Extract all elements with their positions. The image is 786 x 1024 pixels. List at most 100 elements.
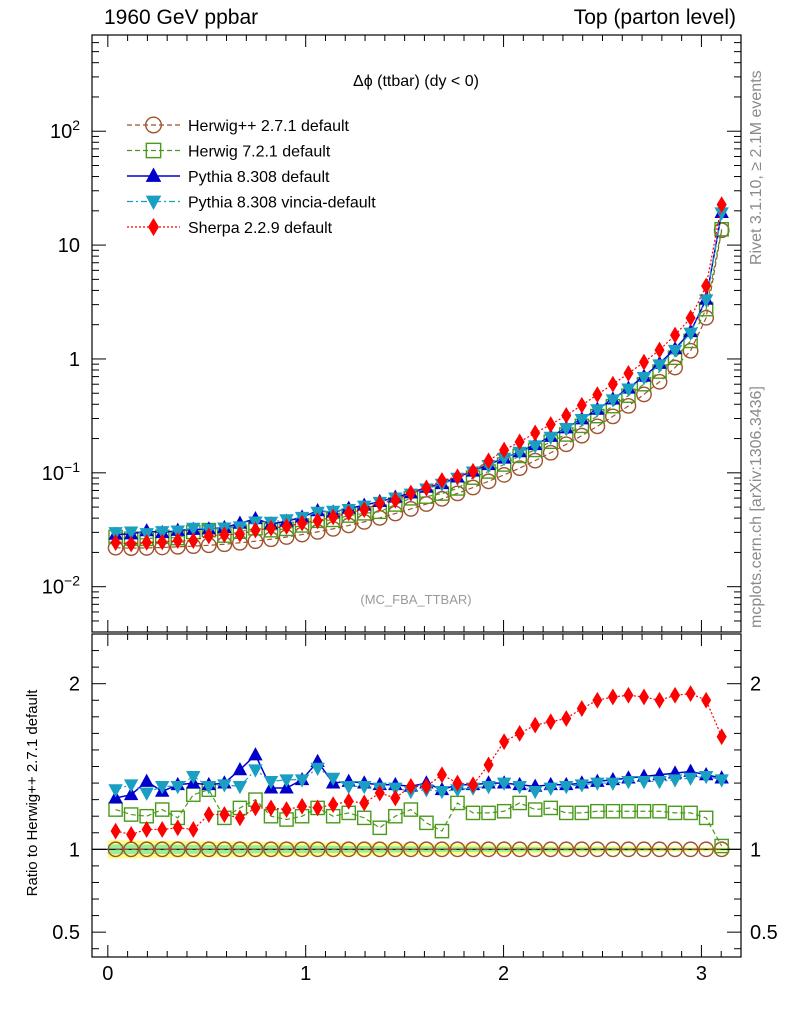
ratio-series-point-4 — [108, 784, 123, 798]
ratio-series-point-1 — [636, 841, 652, 858]
ratio-series-point-4 — [201, 780, 217, 795]
ratio-series-point-2 — [496, 803, 512, 819]
main-series-point-4 — [155, 526, 170, 540]
main-series-point-4 — [714, 207, 729, 221]
main-series-layer — [107, 196, 730, 557]
ratio-series-point-1 — [107, 841, 124, 858]
ratio-series-point-5 — [390, 789, 401, 807]
main-series-point-5 — [297, 514, 308, 532]
ratio-series-point-1 — [698, 841, 715, 858]
ratio-series-point-5 — [607, 688, 618, 706]
ratio-series-point-1 — [387, 841, 404, 858]
main-series-point-4 — [186, 522, 201, 536]
x-tick-label: 3 — [696, 963, 707, 985]
main-series-point-1 — [636, 386, 652, 403]
main-series-point-4 — [683, 327, 698, 341]
ratio-series-point-4 — [310, 762, 325, 776]
ratio-series-point-1 — [604, 841, 621, 858]
ratio-series-point-1 — [169, 841, 186, 858]
main-series-point-5 — [716, 196, 727, 213]
ratio-series-point-5 — [359, 794, 370, 812]
ratio-y-tick-label: 1 — [69, 839, 80, 861]
main-series-point-1 — [542, 444, 559, 461]
x-tick-label: 1 — [300, 963, 311, 985]
mcplots-credit-label: mcplots.cern.ch [arXiv:1306.3436] — [748, 386, 765, 628]
main-series-point-5 — [685, 309, 696, 327]
main-series-point-5 — [157, 533, 168, 551]
ratio-series-point-4 — [123, 779, 139, 793]
main-series-point-5 — [390, 491, 401, 509]
ratio-series-point-1 — [325, 841, 342, 858]
main-series-point-5 — [188, 532, 199, 549]
ratio-series-point-5 — [265, 799, 277, 817]
main-series-point-4 — [559, 422, 574, 437]
ratio-y-tick-label-right: 0.5 — [750, 922, 778, 944]
legend-label-3: Pythia 8.308 default — [188, 169, 330, 186]
ratio-series-point-5 — [623, 686, 634, 704]
legend-marker-1 — [144, 116, 162, 134]
ratio-series-point-4 — [621, 776, 636, 790]
main-series-point-4 — [496, 452, 512, 467]
ratio-series-point-1 — [138, 841, 155, 858]
main-series-point-5 — [312, 512, 323, 530]
ratio-series-point-4 — [574, 779, 590, 793]
ratio-series-point-1 — [232, 841, 248, 858]
ratio-series-point-1 — [682, 841, 699, 858]
ratio-series-point-5 — [110, 822, 121, 840]
ratio-series-point-2 — [652, 803, 667, 819]
ratio-series-point-5 — [483, 756, 494, 774]
main-series-point-5 — [328, 508, 339, 526]
energy-label: 1960 GeV ppbar — [104, 6, 259, 29]
analysis-watermark: (MC_FBA_TTBAR) — [360, 592, 471, 607]
ratio-series-point-1 — [200, 841, 217, 858]
ratio-series-point-1 — [356, 841, 373, 858]
x-tick-label: 0 — [102, 963, 113, 985]
ratio-series-point-2 — [683, 805, 698, 821]
main-series-point-5 — [654, 341, 665, 359]
ratio-series-point-2 — [714, 838, 729, 854]
main-series-point-4 — [527, 440, 543, 454]
ratio-series-point-5 — [374, 784, 385, 802]
ratio-series-point-1 — [216, 841, 233, 858]
ratio-series-point-4 — [496, 777, 512, 791]
ratio-series-point-4 — [527, 785, 543, 800]
ratio-series-point-4 — [341, 780, 356, 795]
ratio-series-point-2 — [186, 787, 201, 802]
ratio-series-point-5 — [561, 710, 572, 727]
ratio-series-point-5 — [452, 774, 463, 792]
ratio-series-point-1 — [402, 841, 419, 858]
ratio-series-point-5 — [436, 766, 447, 784]
main-y-tick-label: 10−2 — [42, 573, 80, 599]
ratio-series-point-4 — [559, 780, 574, 795]
ratio-series-point-2 — [372, 820, 388, 836]
main-y-tick-label: 1 — [69, 349, 80, 371]
ratio-series-point-5 — [126, 826, 137, 843]
ratio-series-point-3 — [248, 747, 263, 761]
ratio-series-point-5 — [219, 806, 230, 823]
main-series-point-1 — [558, 436, 575, 453]
main-series-point-5 — [576, 396, 587, 414]
ratio-series-point-1 — [309, 841, 326, 858]
main-series-point-5 — [172, 532, 183, 549]
legend-marker-2 — [145, 142, 162, 159]
ratio-series-line-2 — [115, 788, 723, 847]
ratio-series-point-2 — [698, 810, 714, 826]
ratio-series-point-2 — [108, 802, 123, 817]
ratio-series-point-2 — [512, 795, 527, 811]
ratio-series-point-4 — [636, 776, 652, 790]
ratio-series-point-5 — [312, 799, 323, 817]
ratio-series-point-2 — [434, 823, 450, 839]
main-series-point-5 — [281, 518, 292, 535]
main-series-line-5 — [115, 204, 723, 545]
ratio-series-point-4 — [388, 782, 403, 796]
ratio-series-point-4 — [325, 772, 341, 786]
main-series-point-5 — [110, 534, 121, 551]
ratio-series-point-1 — [511, 841, 528, 858]
main-series-point-1 — [496, 466, 513, 483]
main-series-point-5 — [126, 535, 137, 553]
ratio-y-tick-label-right: 1 — [750, 839, 761, 861]
ratio-series-point-2 — [667, 805, 683, 821]
ratio-series-point-1 — [542, 841, 559, 858]
ratio-series-point-2 — [574, 805, 590, 821]
